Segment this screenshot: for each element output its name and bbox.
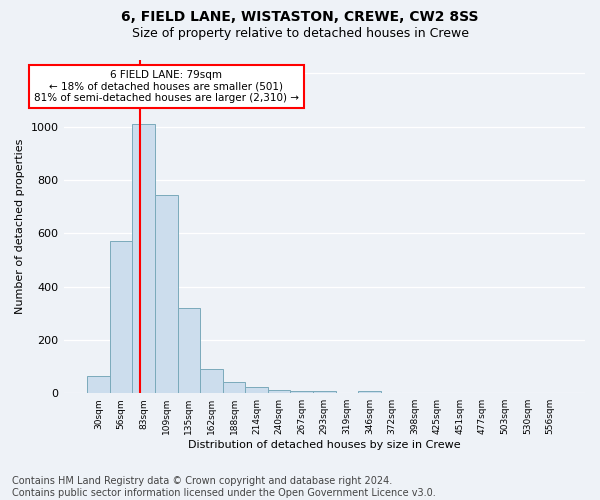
Text: Contains HM Land Registry data © Crown copyright and database right 2024.
Contai: Contains HM Land Registry data © Crown c… — [12, 476, 436, 498]
Bar — [358, 390, 381, 393]
Bar — [87, 376, 110, 393]
Text: 6, FIELD LANE, WISTASTON, CREWE, CW2 8SS: 6, FIELD LANE, WISTASTON, CREWE, CW2 8SS — [121, 10, 479, 24]
Y-axis label: Number of detached properties: Number of detached properties — [15, 139, 25, 314]
Text: 6 FIELD LANE: 79sqm
← 18% of detached houses are smaller (501)
81% of semi-detac: 6 FIELD LANE: 79sqm ← 18% of detached ho… — [34, 70, 299, 103]
Bar — [223, 382, 245, 393]
Bar — [268, 390, 290, 393]
Bar — [155, 194, 178, 393]
Bar — [110, 242, 133, 393]
Bar — [245, 388, 268, 393]
Bar — [200, 369, 223, 393]
Bar — [178, 308, 200, 393]
X-axis label: Distribution of detached houses by size in Crewe: Distribution of detached houses by size … — [188, 440, 461, 450]
Bar — [290, 390, 313, 393]
Text: Size of property relative to detached houses in Crewe: Size of property relative to detached ho… — [131, 28, 469, 40]
Bar — [313, 390, 335, 393]
Bar — [133, 124, 155, 393]
